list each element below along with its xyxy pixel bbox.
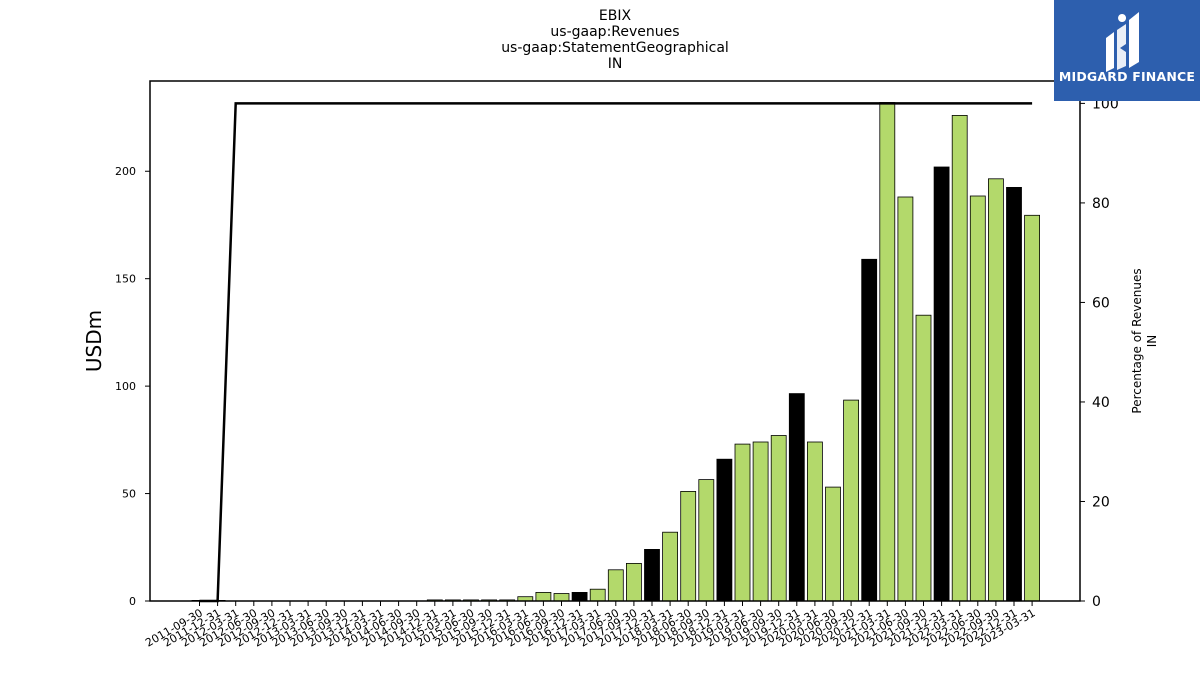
bar — [680, 490, 697, 602]
chart-title-line-2: us-gaap:Revenues — [550, 24, 680, 40]
y-axis-label: USDm — [82, 310, 106, 372]
bar — [535, 592, 552, 602]
midgard-finance-logo: MIDGARD FINANCE — [1054, 0, 1200, 101]
bar — [1024, 214, 1040, 602]
percentage-line — [199, 102, 1033, 603]
bar — [807, 441, 823, 602]
bar — [553, 593, 570, 602]
logo-text: MIDGARD FINANCE — [1058, 69, 1196, 84]
chart-title-line-1: EBIX — [598, 8, 632, 24]
bar — [752, 441, 769, 602]
bar — [662, 531, 678, 602]
chart-title-line-3: us-gaap:StatementGeographical — [501, 40, 729, 56]
bars-group — [191, 102, 1040, 602]
bar — [589, 588, 606, 602]
y-tick-label: 100 — [115, 380, 136, 393]
bar — [825, 486, 841, 602]
y-tick-label: 150 — [115, 273, 136, 286]
logo-mark-icon — [1106, 12, 1139, 72]
bar — [897, 196, 914, 602]
bar — [879, 102, 896, 602]
bar — [969, 195, 986, 602]
right-y-axis-label-line-1: Percentage of Revenues — [1130, 268, 1144, 413]
y-tick-label: 200 — [115, 165, 136, 178]
bar — [626, 563, 642, 602]
bar — [915, 314, 932, 602]
y2-tick-label: 20 — [1092, 494, 1110, 510]
bar — [861, 258, 878, 602]
bar — [607, 569, 624, 602]
bar — [988, 178, 1004, 602]
plot-frame — [149, 80, 1081, 602]
y2-tick-label: 0 — [1092, 594, 1101, 610]
bar — [734, 443, 751, 602]
y-tick-label: 0 — [129, 595, 136, 608]
bar — [644, 549, 660, 602]
bar — [933, 166, 950, 602]
bar — [1006, 186, 1022, 602]
bar — [788, 393, 805, 602]
y2-tick-label: 40 — [1092, 395, 1110, 411]
chart-title-line-4: IN — [607, 56, 623, 72]
percentage-line-group — [199, 102, 1033, 603]
left-y-axis: 0 50 100 150 200 — [115, 165, 150, 608]
y2-tick-label: 80 — [1092, 196, 1110, 212]
y2-tick-label: 60 — [1092, 295, 1110, 311]
x-axis: 2011-09-302011-12-312012-03-312012-06-30… — [143, 601, 1038, 650]
bar — [698, 479, 715, 602]
bar — [951, 115, 968, 602]
chart-title: EBIX us-gaap:Revenues us-gaap:StatementG… — [415, 8, 815, 72]
bar — [571, 592, 588, 602]
bar — [843, 399, 859, 602]
right-y-axis-label-line-2: IN — [1145, 335, 1159, 348]
bar — [716, 458, 733, 602]
y-tick-label: 50 — [122, 488, 136, 501]
bar — [770, 435, 787, 602]
